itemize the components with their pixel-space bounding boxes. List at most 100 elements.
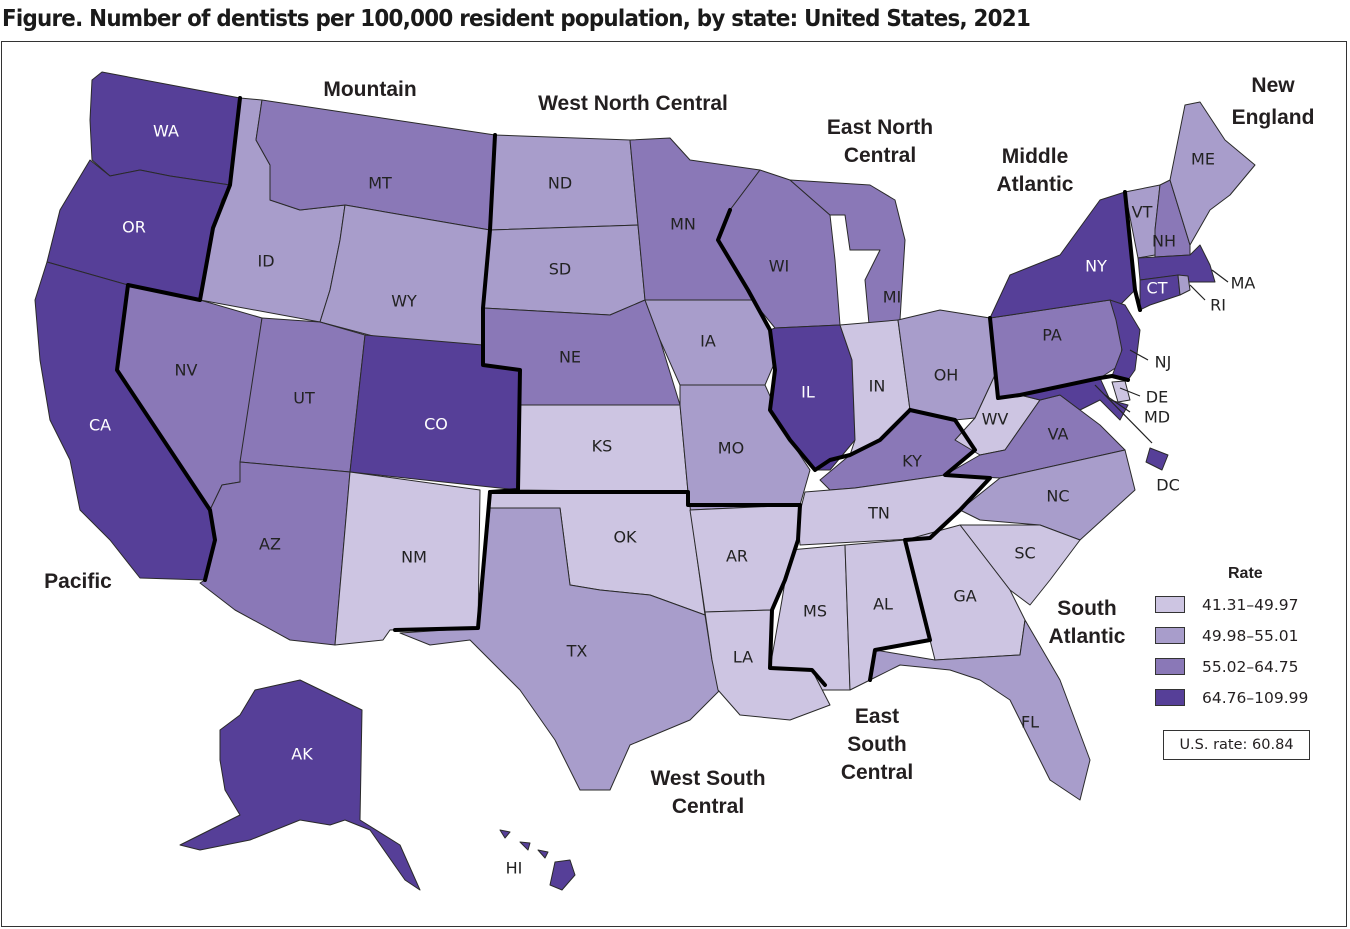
label-NY: NY (1085, 257, 1107, 276)
label-AK: AK (291, 745, 313, 764)
state-TX[interactable] (399, 507, 721, 791)
label-KY: KY (902, 452, 922, 471)
label-OK: OK (613, 528, 637, 547)
region-middle-atlantic-line1: Middle (1002, 145, 1069, 168)
label-KS: KS (592, 437, 613, 456)
leader-MD (1104, 394, 1131, 413)
label-WI: WI (769, 257, 790, 276)
state-FL[interactable] (869, 619, 1091, 801)
region-new-england-line1: New (1251, 74, 1295, 97)
label-NJ: NJ (1155, 353, 1172, 372)
division-border-mountain-east (393, 133, 522, 632)
label-TN: TN (867, 504, 890, 523)
region-south-atlantic-line2: Atlantic (1048, 625, 1125, 648)
label-MO: MO (718, 439, 744, 458)
region-mountain: Mountain (323, 78, 416, 101)
legend-label-3: 55.02–64.75 (1202, 657, 1299, 676)
label-ND: ND (548, 174, 572, 193)
legend-swatch-4 (1155, 689, 1185, 706)
map-frame (1, 41, 1347, 927)
label-MI: MI (883, 288, 902, 307)
label-CT: CT (1147, 279, 1168, 298)
legend-swatch-3 (1155, 658, 1185, 675)
region-east-north-central-line1: East North (827, 116, 933, 139)
label-DE: DE (1146, 388, 1168, 407)
label-MD: MD (1144, 408, 1170, 427)
region-east-south-central-line1: East (855, 705, 899, 728)
label-SC: SC (1014, 544, 1035, 563)
region-west-south-central-line2: Central (672, 795, 744, 818)
legend-swatch-1 (1155, 596, 1185, 613)
label-NE: NE (559, 348, 581, 367)
region-south-atlantic-line1: South (1057, 597, 1116, 620)
state-NM[interactable] (334, 471, 481, 646)
leader-RI (1189, 284, 1206, 301)
label-IL: IL (801, 383, 815, 402)
label-FL: FL (1021, 713, 1039, 732)
label-PA: PA (1042, 326, 1062, 345)
label-WA: WA (153, 122, 179, 141)
state-RI[interactable] (1177, 274, 1191, 296)
region-pacific: Pacific (44, 570, 112, 593)
label-AR: AR (726, 547, 748, 566)
legend: Rate 41.31–49.97 49.98–55.01 55.02–64.75… (1155, 565, 1325, 713)
label-HI: HI (506, 859, 523, 878)
label-VA: VA (1048, 425, 1069, 444)
state-NY[interactable] (989, 191, 1136, 319)
label-SD: SD (549, 260, 571, 279)
division-border-newengland (1123, 190, 1142, 312)
region-west-north-central: West North Central (538, 92, 728, 115)
label-NM: NM (401, 548, 427, 567)
label-RI: RI (1210, 296, 1226, 315)
state-ME[interactable] (1169, 101, 1256, 246)
label-MT: MT (368, 174, 392, 193)
division-border-wnc-enc (716, 208, 912, 472)
label-MS: MS (803, 602, 827, 621)
region-east-north-central-line2: Central (844, 144, 916, 167)
label-OH: OH (934, 366, 959, 385)
label-WV: WV (982, 410, 1009, 429)
label-LA: LA (733, 648, 753, 667)
label-ME: ME (1191, 150, 1215, 169)
label-CA: CA (89, 416, 111, 435)
leader-DC (1094, 384, 1153, 444)
state-DC[interactable] (1145, 447, 1169, 471)
state-HI[interactable] (549, 859, 576, 891)
us-rate-box: U.S. rate: 60.84 (1163, 730, 1310, 760)
legend-swatch-2 (1155, 627, 1185, 644)
label-NC: NC (1046, 487, 1069, 506)
legend-item-4: 64.76–109.99 (1155, 682, 1325, 713)
label-TX: TX (566, 642, 588, 661)
state-DE[interactable] (1111, 380, 1131, 403)
legend-item-2: 49.98–55.01 (1155, 620, 1325, 651)
label-MN: MN (670, 215, 696, 234)
legend-label-4: 64.76–109.99 (1202, 688, 1309, 707)
region-east-south-central-line3: Central (841, 761, 913, 784)
state-HI-islands3 (537, 849, 549, 859)
label-UT: UT (293, 389, 315, 408)
figure-title: Figure. Number of dentists per 100,000 r… (2, 6, 1031, 32)
label-OR: OR (122, 218, 146, 237)
label-WY: WY (391, 292, 417, 311)
state-AZ[interactable] (199, 461, 351, 646)
legend-item-1: 41.31–49.97 (1155, 589, 1325, 620)
legend-item-3: 55.02–64.75 (1155, 651, 1325, 682)
state-HI-islands2 (519, 841, 531, 851)
region-new-england-line2: England (1232, 106, 1315, 129)
state-MD[interactable] (1019, 377, 1129, 421)
division-border-midatl (988, 316, 1130, 400)
label-AZ: AZ (259, 535, 281, 554)
leader-MA (1211, 269, 1229, 283)
label-IA: IA (700, 332, 716, 351)
region-middle-atlantic-line2: Atlantic (996, 173, 1073, 196)
label-AL: AL (873, 595, 893, 614)
region-west-south-central-line1: West South (650, 767, 765, 790)
label-IN: IN (869, 377, 886, 396)
state-AK[interactable] (179, 679, 421, 891)
label-DC: DC (1156, 476, 1180, 495)
state-MI[interactable] (789, 179, 906, 336)
label-VT: VT (1132, 203, 1153, 222)
leader-NJ (1129, 349, 1149, 361)
region-east-south-central-line2: South (847, 733, 906, 756)
